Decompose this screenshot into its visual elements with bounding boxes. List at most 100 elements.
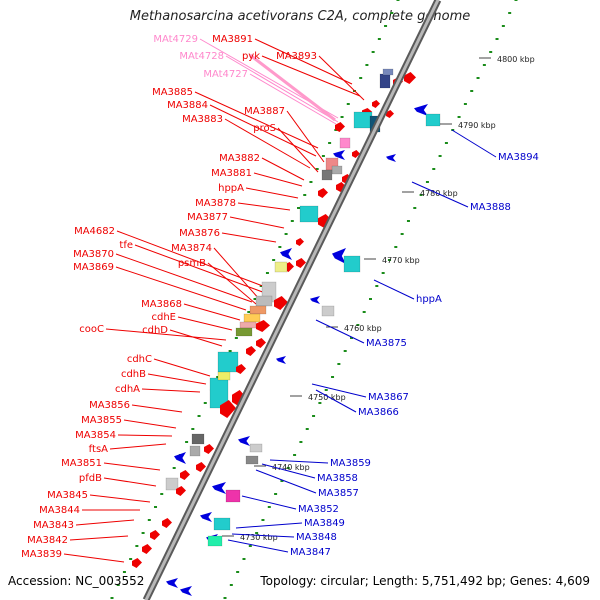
leader-line: [254, 38, 353, 85]
gene-label-left: MA3891: [212, 34, 253, 45]
reverse-gene-arrow: [180, 586, 192, 596]
gene-label-left: MAt4729: [153, 34, 198, 45]
leader-line: [153, 358, 211, 377]
ruler-tick: [116, 584, 120, 586]
ruler-tick: [315, 168, 319, 170]
ruler-tick: [337, 363, 341, 365]
ruler-tick: [135, 545, 139, 547]
ruler-tick: [293, 454, 297, 456]
gene-label-left: MA3893: [276, 51, 317, 62]
gene-label-left: MA3884: [167, 100, 208, 111]
leader-line: [103, 477, 157, 487]
gene-label-left: MA3876: [179, 228, 220, 239]
leader-line: [255, 469, 317, 494]
gene-label-right: MA3875: [366, 338, 407, 349]
gene-label-left: tfe: [119, 240, 133, 251]
gene-label-right: MA3894: [498, 152, 539, 163]
leader-line: [261, 463, 316, 479]
kbp-label: 4750 kbp: [308, 393, 346, 402]
ruler-tick: [154, 506, 158, 508]
ruler-tick: [297, 207, 301, 209]
forward-gene-arrow: [246, 346, 256, 356]
forward-gene-arrow: [236, 364, 246, 374]
forward-gene-arrow: [142, 544, 152, 554]
reverse-gene-arrow: [276, 356, 286, 364]
ruler-tick: [328, 142, 332, 144]
leader-line: [109, 443, 167, 450]
gene-label-right: MA3867: [368, 392, 409, 403]
ruler-tick: [394, 246, 398, 248]
gene-label-left: MA3870: [73, 249, 114, 260]
ruler-tick: [299, 441, 303, 443]
gene-feature: [343, 255, 361, 273]
gene-label-right: hppA: [416, 294, 442, 305]
ruler-tick: [495, 38, 499, 40]
ruler-tick: [191, 428, 195, 430]
gene-feature: [379, 73, 391, 89]
ruler-tick: [457, 116, 461, 118]
ruler-tick: [286, 467, 290, 469]
reverse-gene-arrow: [414, 104, 428, 116]
leader-line: [261, 157, 305, 181]
leader-line: [269, 459, 329, 464]
ruler-tick: [400, 233, 404, 235]
ruler-tick: [309, 181, 313, 183]
gene-label-left: pfdB: [79, 473, 102, 484]
gene-label-right: MA3888: [470, 202, 511, 213]
label-leader-lines: [63, 38, 497, 563]
gene-label-left: cdhB: [121, 369, 146, 380]
leader-line: [237, 202, 291, 211]
reverse-gene-arrow: [386, 154, 396, 162]
forward-gene-arrow: [196, 462, 206, 472]
rna-leader-line: [249, 53, 336, 122]
leader-line: [245, 187, 299, 199]
ruler-tick: [396, 0, 400, 1]
ruler-tick: [141, 532, 145, 534]
gene-feature: [339, 137, 351, 149]
leader-line: [69, 535, 129, 541]
forward-gene-arrow: [372, 100, 380, 108]
ruler-tick: [432, 168, 436, 170]
leader-line: [249, 73, 337, 125]
gene-feature: [425, 113, 441, 127]
ruler-tick: [284, 233, 288, 235]
gene-feature: [249, 443, 263, 453]
forward-gene-arrow: [256, 320, 270, 332]
gene-label-left: MA3878: [195, 198, 236, 209]
ruler-tick: [160, 493, 164, 495]
gene-label-right: MA3857: [318, 488, 359, 499]
leader-line: [241, 495, 297, 510]
gene-feature: [207, 535, 223, 547]
gene-label-left: MA3854: [75, 430, 116, 441]
ruler-tick: [369, 298, 372, 300]
gene-label-left: MA3869: [73, 262, 114, 273]
gene-label-left: MAt4727: [203, 69, 248, 80]
reverse-gene-arrow: [238, 436, 250, 446]
forward-gene-arrow: [150, 530, 160, 540]
ruler-tick: [290, 220, 294, 222]
leader-line: [231, 533, 295, 538]
kbp-label: 4790 kbp: [458, 121, 496, 130]
forward-gene-arrow: [404, 72, 416, 84]
gene-label-left: cdhE: [151, 312, 176, 323]
ruler-tick: [312, 415, 316, 417]
ruler-tick: [470, 90, 474, 92]
ruler-tick: [185, 441, 189, 443]
leader-line: [311, 383, 367, 398]
forward-gene-arrow: [296, 258, 306, 268]
ruler-tick: [334, 129, 338, 131]
ruler-tick: [255, 532, 259, 534]
ruler-tick: [129, 558, 133, 560]
ruler-tick: [463, 103, 467, 105]
ruler-tick: [501, 25, 505, 27]
ruler-tick: [371, 51, 375, 53]
leader-line: [261, 55, 361, 97]
ruler-tick: [261, 519, 265, 521]
leader-line: [147, 373, 207, 385]
gene-feature: [217, 351, 239, 373]
leader-line: [411, 181, 469, 208]
gene-label-right: MA3849: [304, 518, 345, 529]
ruler-tick: [476, 77, 480, 79]
inner-ruler: [110, 0, 400, 599]
